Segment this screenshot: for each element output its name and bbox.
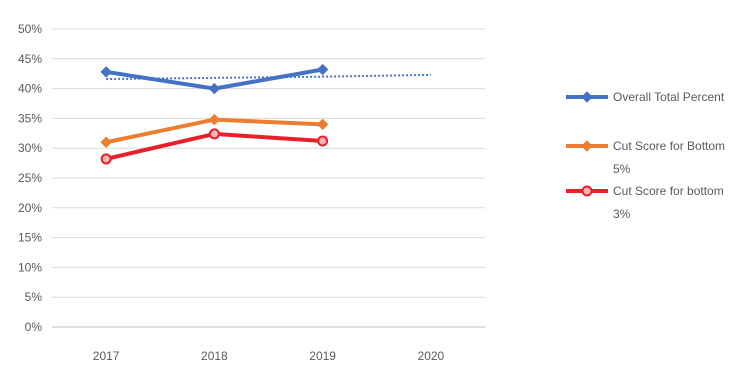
y-tick-label: 10% <box>18 260 42 274</box>
y-tick-label: 50% <box>18 22 42 36</box>
series-2 <box>100 128 329 165</box>
legend-label-line: Cut Score for bottom <box>613 184 724 198</box>
y-tick-label: 40% <box>18 82 42 96</box>
data-point <box>208 113 221 126</box>
legend-label: Cut Score for bottom 3% <box>613 184 724 221</box>
data-point <box>316 118 329 131</box>
y-tick-label: 0% <box>25 320 43 334</box>
series-1 <box>100 113 329 148</box>
y-tick-label: 20% <box>18 201 42 215</box>
gridlines <box>52 28 485 328</box>
y-tick-label: 15% <box>18 231 42 245</box>
y-axis-ticks: 0% 5% 10% 15% 20% 25% 30% 35% 40% 45% 50% <box>18 22 42 334</box>
legend-label-line: 5% <box>613 162 631 176</box>
legend-label: Cut Score for Bottom 5% <box>613 139 725 176</box>
data-point <box>581 140 593 152</box>
data-point <box>317 135 329 147</box>
y-tick-label: 25% <box>18 171 42 185</box>
series-0 <box>100 63 329 95</box>
y-tick-label: 5% <box>25 290 43 304</box>
x-tick-label: 2017 <box>93 349 120 363</box>
legend-label: Overall Total Percent <box>613 90 725 104</box>
x-axis-ticks: 2017 2018 2019 2020 <box>93 349 445 363</box>
legend-label-line: 3% <box>613 207 631 221</box>
y-tick-label: 30% <box>18 141 42 155</box>
series-lines <box>100 63 329 165</box>
x-tick-label: 2018 <box>201 349 228 363</box>
legend-item: Overall Total Percent <box>566 90 725 104</box>
legend-label-line: Cut Score for Bottom <box>613 139 725 153</box>
data-point <box>100 66 112 78</box>
data-point <box>581 91 593 103</box>
x-tick-label: 2019 <box>309 349 336 363</box>
x-tick-label: 2020 <box>418 349 445 363</box>
legend-item: Cut Score for Bottom 5% <box>566 139 725 176</box>
data-point <box>316 63 329 76</box>
y-tick-label: 35% <box>18 111 42 125</box>
data-point <box>208 82 221 95</box>
legend: Overall Total Percent Cut Score for Botto… <box>566 90 725 221</box>
y-tick-label: 45% <box>18 52 42 66</box>
data-point <box>100 136 112 148</box>
legend-item: Cut Score for bottom 3% <box>566 184 724 221</box>
legend-label-line: Overall Total Percent <box>613 90 725 104</box>
data-point <box>100 153 112 165</box>
data-point <box>581 185 593 197</box>
data-point <box>208 128 220 140</box>
